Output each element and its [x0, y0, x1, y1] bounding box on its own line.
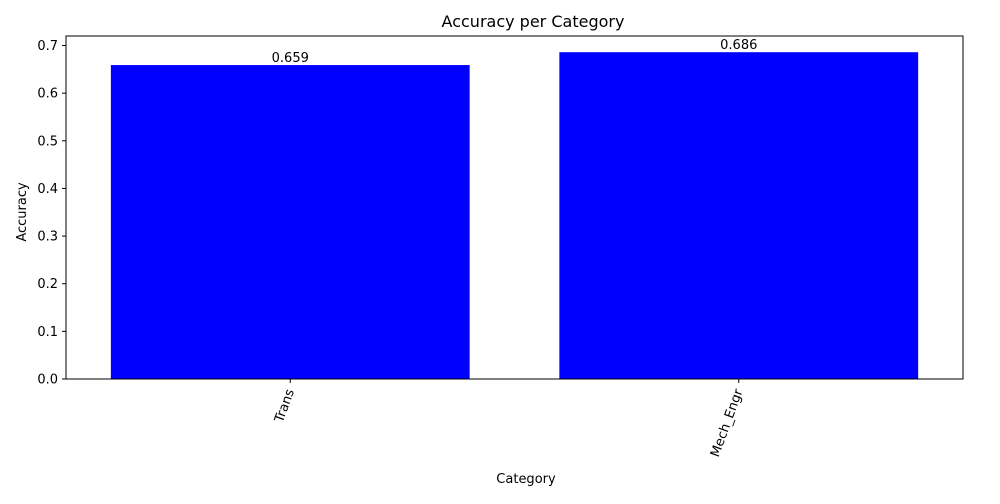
y-tick-label-5: 0.5 — [37, 134, 58, 149]
y-tick-label-6: 0.6 — [37, 87, 58, 102]
bar-1 — [559, 52, 918, 379]
x-tick-label-1: Mech_Engr — [708, 387, 747, 460]
y-tick-label-3: 0.3 — [37, 230, 58, 245]
x-axis-label: Category — [496, 472, 556, 487]
y-tick-label-2: 0.2 — [37, 277, 58, 292]
y-axis-label: Accuracy — [15, 182, 30, 242]
y-tick-label-1: 0.1 — [37, 325, 58, 340]
y-tick-label-0: 0.0 — [37, 373, 58, 388]
y-tick-label-4: 0.4 — [37, 182, 58, 197]
y-tick-label-7: 0.7 — [37, 39, 58, 54]
data-label-1: 0.686 — [720, 38, 757, 53]
chart-title: Accuracy per Category — [442, 12, 625, 31]
bar-0 — [111, 65, 470, 379]
x-tick-label-0: Trans — [272, 387, 298, 426]
data-label-0: 0.659 — [272, 51, 309, 66]
plot-area: 0.659 Trans 0.686 Mech_Engr 0.0 0.1 0.2 0.3 0.4 0… — [37, 36, 963, 459]
